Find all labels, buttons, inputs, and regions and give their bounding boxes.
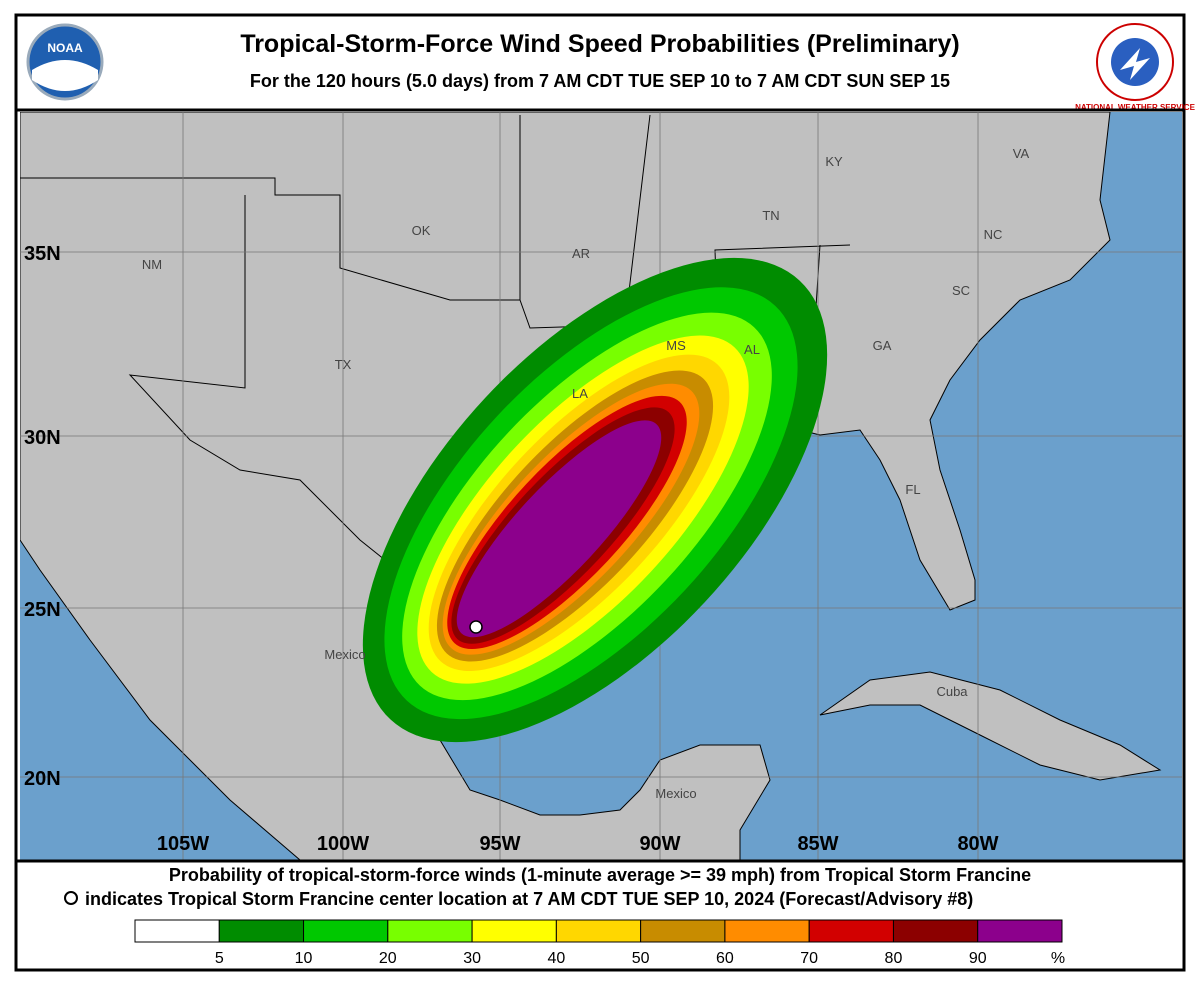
lon-label: 95W — [479, 833, 520, 855]
legend: 5 10 20 30 40 50 60 70 80 90% — [134, 919, 1065, 967]
legend-label: 90 — [969, 950, 987, 967]
map: 105W 100W 95W 90W 85W 80W 35N 30N 25N 20N NM OK A… — [20, 112, 1182, 860]
region-label: Cuba — [936, 684, 968, 699]
region-label: LA — [572, 386, 588, 401]
lon-label: 105W — [157, 833, 209, 855]
cuba — [819, 671, 1162, 781]
region-label: VA — [1013, 146, 1030, 161]
noaa-text: NOAA — [47, 41, 83, 55]
region-label: NM — [142, 257, 162, 272]
legend-swatch — [724, 919, 810, 943]
lon-label: 90W — [639, 833, 680, 855]
lat-label: 25N — [24, 599, 61, 621]
lon-label: 85W — [797, 833, 838, 855]
region-label: TX — [335, 357, 352, 372]
lat-label: 30N — [24, 427, 61, 449]
legend-label: 40 — [547, 950, 565, 967]
legend-swatch — [640, 919, 726, 943]
region-label: Mexico — [324, 647, 365, 662]
lon-label: 80W — [957, 833, 998, 855]
legend-swatch — [134, 919, 220, 943]
lon-label: 100W — [317, 833, 369, 855]
nws-logo: NATIONAL WEATHER SERVICE — [1075, 23, 1196, 112]
legend-swatch — [555, 919, 642, 943]
region-label: TN — [762, 208, 779, 223]
legend-label: 60 — [716, 950, 734, 967]
region-label: AL — [744, 342, 760, 357]
legend-label: 10 — [295, 950, 313, 967]
region-label: FL — [905, 482, 920, 497]
legend-swatch — [303, 919, 389, 943]
legend-swatch — [808, 919, 894, 943]
lat-label: 35N — [24, 243, 61, 265]
borders — [20, 114, 851, 581]
region-label: MS — [666, 338, 686, 353]
lat-label: 20N — [24, 768, 61, 790]
region-label: SC — [952, 283, 970, 298]
legend-swatch — [977, 919, 1063, 943]
subtitle: For the 120 hours (5.0 days) from 7 AM C… — [250, 71, 950, 91]
region-label: Mexico — [655, 786, 696, 801]
legend-unit: % — [1051, 950, 1065, 967]
legend-label: 50 — [632, 950, 650, 967]
legend-swatch — [387, 919, 473, 943]
legend-label: 30 — [463, 950, 481, 967]
nws-text: NATIONAL WEATHER SERVICE — [1075, 103, 1196, 112]
center-symbol — [64, 891, 78, 905]
legend-label: 20 — [379, 950, 397, 967]
title: Tropical-Storm-Force Wind Speed Probabil… — [240, 30, 959, 58]
footer-line2: indicates Tropical Storm Francine center… — [85, 889, 973, 909]
contour — [456, 420, 662, 638]
region-label: KY — [825, 154, 843, 169]
legend-label: 70 — [800, 950, 818, 967]
legend-swatch — [892, 919, 979, 943]
legend-swatch — [218, 919, 305, 943]
noaa-logo: NOAA — [26, 23, 104, 101]
storm-center — [469, 620, 483, 634]
region-label: NC — [984, 227, 1003, 242]
footer-line1: Probability of tropical-storm-force wind… — [169, 865, 1031, 885]
region-label: AR — [572, 246, 590, 261]
region-label: GA — [873, 338, 892, 353]
legend-label: 5 — [215, 950, 224, 967]
region-label: OK — [412, 223, 431, 238]
legend-swatch — [471, 919, 557, 943]
probability-contours — [362, 257, 828, 743]
legend-label: 80 — [885, 950, 903, 967]
